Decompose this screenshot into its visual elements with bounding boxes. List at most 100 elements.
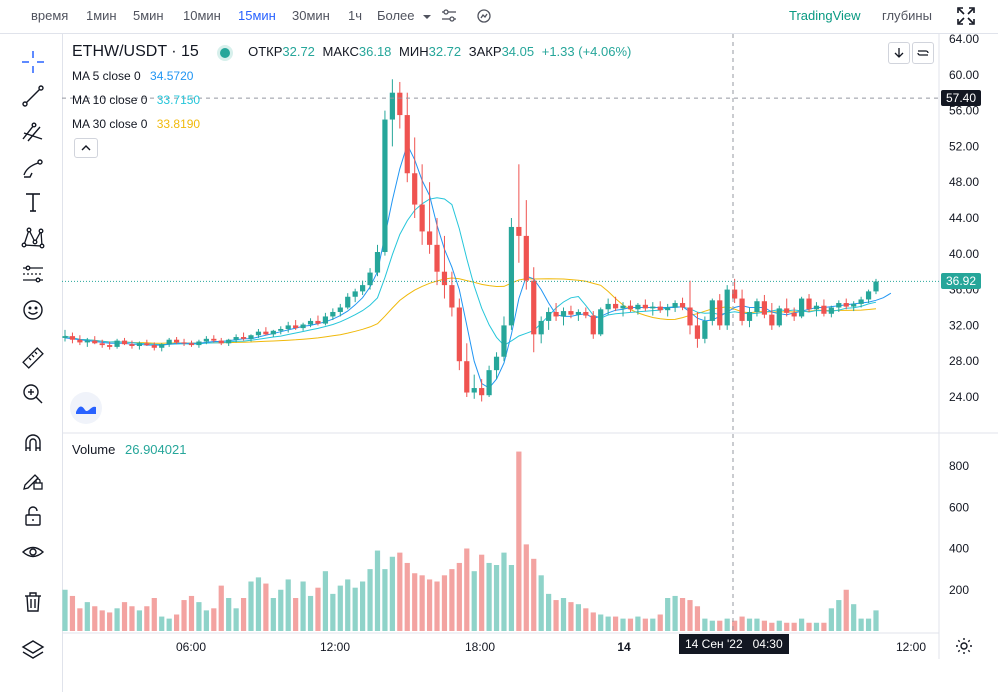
chart-area[interactable]: 64.00 60.00 56.00 52.00 48.00 44.00 40.00 36.00… [62,34,998,692]
interval-1min[interactable]: 1мин [86,8,117,23]
candle-body [493,356,500,371]
magnet-icon[interactable] [17,428,49,460]
volume-bars [62,451,879,631]
candle-body [307,320,314,325]
candle-body [627,305,634,310]
volume-bar [732,620,738,631]
candle-body [650,306,656,309]
fib-tools-icon[interactable] [17,116,49,148]
candle-body [635,304,641,310]
volume-bar [404,562,410,631]
ma5-legend[interactable]: MA 5 close 0 34.5720 [72,69,193,83]
scroll-down-button[interactable] [888,42,910,64]
tradingview-logo-icon[interactable] [70,392,102,424]
candle-body [746,311,753,321]
candle-body [620,305,626,309]
brush-icon[interactable] [17,152,49,184]
volume-bar [546,593,552,631]
collapse-legend-button[interactable] [74,138,98,158]
candle-body [188,343,195,346]
high-value: 36.18 [358,44,392,59]
volume-axis: 800 600 400 200 [949,459,969,597]
price-tick-label: 64.00 [949,34,979,46]
volume-bar [92,606,98,631]
volume-bar [843,589,849,631]
interval-30min[interactable]: 30мин [292,8,330,23]
unlock-icon[interactable] [17,500,49,532]
price-tick-label: 60.00 [949,68,979,82]
lock-drawing-icon[interactable] [17,464,49,496]
volume-bar [717,620,723,631]
volume-bar [174,614,180,631]
interval-time[interactable]: время [31,8,69,23]
volume-bar [188,595,195,631]
volume-bar [709,620,715,631]
candle-body [516,226,522,236]
volume-bar [627,618,634,631]
trend-line-icon[interactable] [17,80,49,112]
volume-bar [486,562,492,631]
candle-body [240,337,247,339]
volume-bar [873,610,879,631]
volume-bar [345,579,351,631]
candle-body [270,330,276,335]
candle-body [471,388,477,393]
candle-body [709,300,715,321]
candle-body [598,309,604,335]
volume-bar [836,600,842,631]
candle-body [724,289,730,326]
candle-body [754,301,760,312]
tradingview-link[interactable]: TradingView [789,8,861,23]
volume-legend[interactable]: Volume 26.904021 [72,442,186,457]
layers-icon[interactable] [17,634,49,666]
candle-body [337,307,343,312]
candle-body [419,204,425,232]
volume-bar [798,618,805,631]
more-intervals-dropdown[interactable]: Более [377,8,432,23]
ma10-legend[interactable]: MA 10 close 0 33.7150 [72,93,200,107]
candle-body [575,311,581,315]
volume-bar [412,573,418,631]
interval-10min[interactable]: 10мин [183,8,221,23]
emoji-icon[interactable] [17,294,49,326]
depth-tab[interactable]: глубины [882,8,932,23]
chart-canvas[interactable]: 64.0060.0056.0052.0048.0044.0040.0036.00… [62,34,998,692]
chart-style-icon[interactable] [475,7,493,28]
zoom-in-icon[interactable] [17,378,49,410]
prediction-tool-icon[interactable] [17,258,49,290]
interval-5min[interactable]: 5мин [133,8,164,23]
low-label: МИН [399,44,429,59]
candle-body [501,325,507,357]
candle-body [151,345,157,348]
candle-body [374,252,381,273]
candle-body [486,370,492,396]
volume-bar [479,554,485,631]
candle-body [828,307,834,314]
ruler-icon[interactable] [17,342,49,374]
trash-icon[interactable] [17,586,49,618]
candle-body [791,312,797,317]
candle-body [181,342,187,344]
auto-scale-button[interactable] [912,42,934,64]
fullscreen-icon[interactable] [956,6,976,29]
candle-body [367,272,373,286]
volume-bar [620,618,626,631]
interval-15min[interactable]: 15мин [238,8,276,23]
candle-body [62,336,68,338]
volume-bar [426,579,433,631]
ma30-legend[interactable]: MA 30 close 0 33.8190 [72,117,200,131]
pattern-tool-icon[interactable] [17,222,49,254]
crosshair-icon[interactable] [17,46,49,78]
eye-icon[interactable] [17,536,49,568]
interval-1h[interactable]: 1ч [348,8,363,23]
candle-body [851,303,857,307]
indicators-settings-icon[interactable] [440,7,458,28]
candle-body [806,298,812,310]
chart-settings-icon[interactable] [954,636,974,656]
volume-bar [263,583,269,631]
text-tool-icon[interactable] [17,186,49,218]
volume-bar [203,610,209,631]
low-value: 32.72 [428,44,462,59]
time-tick-label: 12:00 [320,640,350,654]
volume-bar [821,622,827,631]
